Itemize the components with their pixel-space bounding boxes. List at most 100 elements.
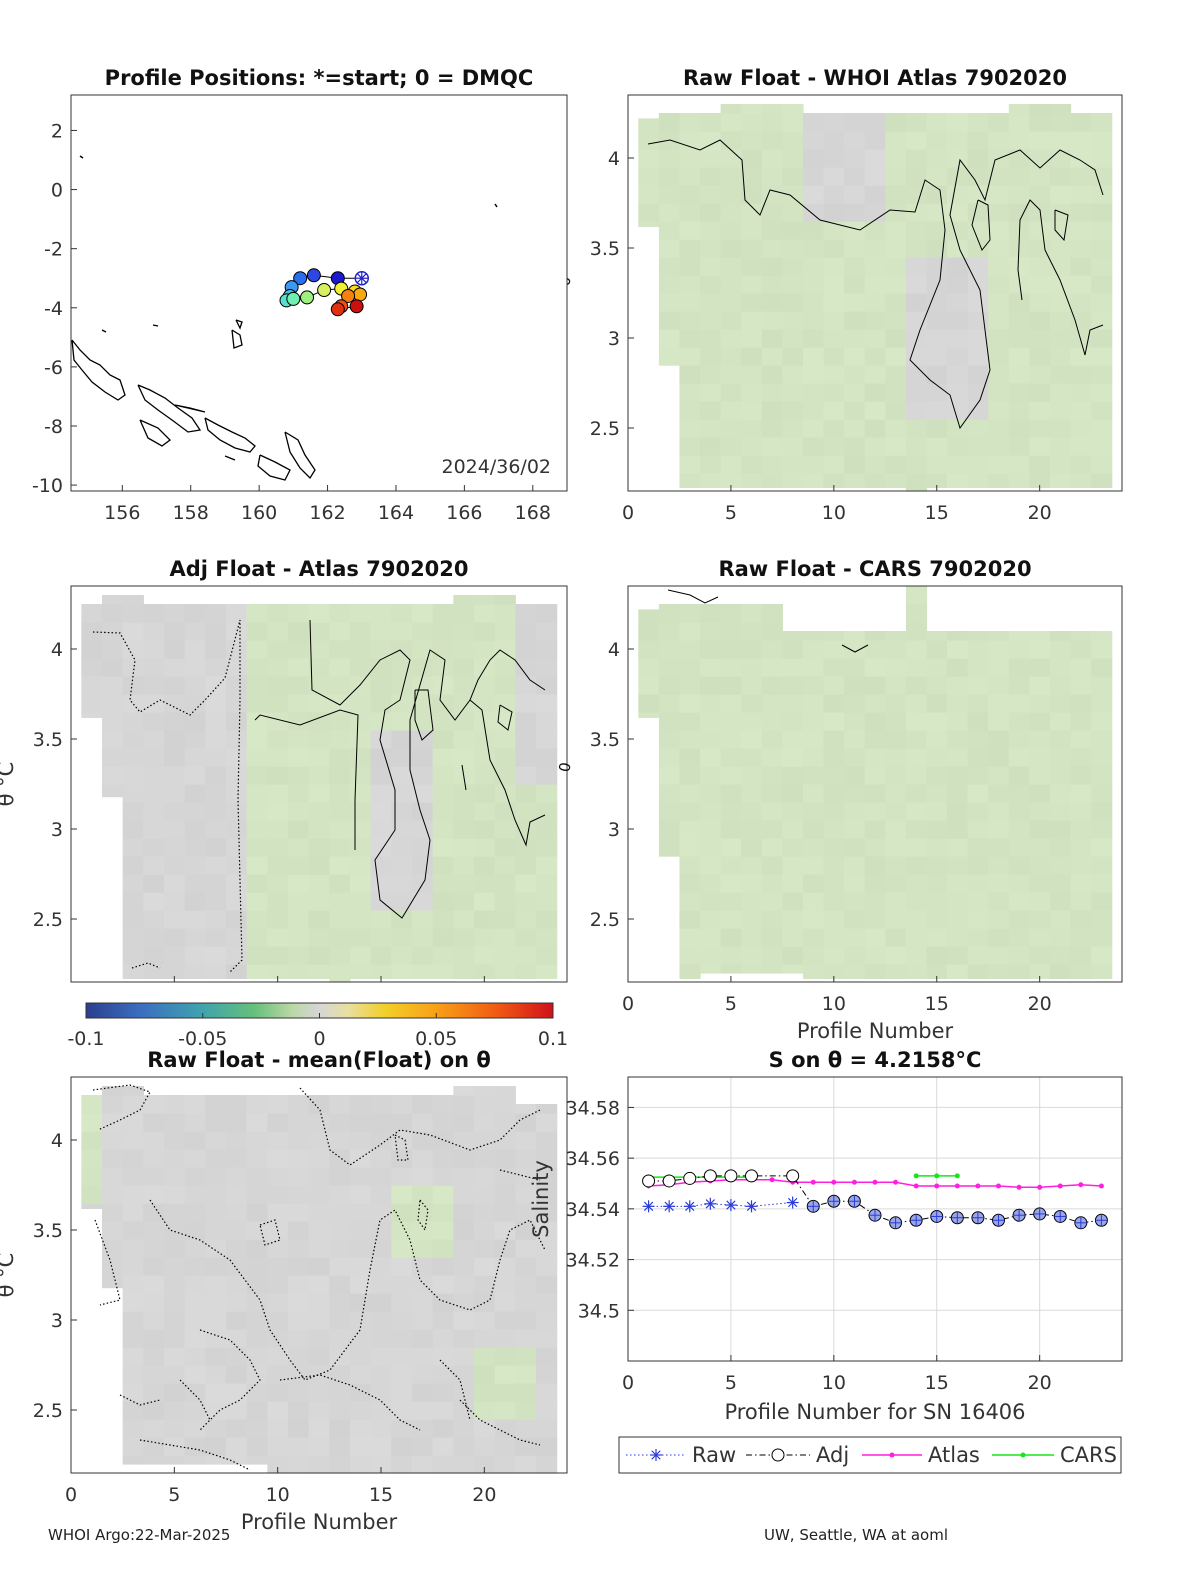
data-cell: [782, 928, 804, 947]
data-cell: [308, 946, 330, 965]
data-cell: [823, 149, 845, 168]
data-cell: [391, 1275, 413, 1294]
data-cell: [536, 730, 558, 749]
data-cell: [122, 595, 144, 605]
data-cell: [453, 874, 475, 893]
data-cell: [658, 640, 681, 659]
data-cell: [226, 964, 248, 979]
data-cell: [370, 1239, 392, 1258]
data-cell: [288, 1185, 310, 1204]
data-cell: [947, 401, 969, 420]
data-cell: [802, 766, 825, 785]
data-cell: [679, 928, 701, 947]
data-cell: [391, 1347, 413, 1366]
data-cell: [536, 640, 558, 659]
data-cell: [720, 658, 742, 677]
data-cell: [288, 1167, 310, 1186]
data-cell: [658, 293, 681, 312]
data-cell: [1049, 185, 1072, 204]
data-cell: [453, 1257, 475, 1276]
data-cell: [515, 1419, 537, 1438]
data-cell: [350, 838, 372, 857]
data-cell: [536, 1437, 558, 1456]
data-cell: [267, 1275, 289, 1294]
data-cell: [679, 347, 701, 366]
data-cell: [1008, 694, 1030, 713]
raw-point: [787, 1197, 798, 1208]
data-cell: [164, 1383, 186, 1402]
data-cell: [102, 784, 124, 798]
data-cell: [761, 838, 783, 857]
data-cell: [102, 1257, 124, 1276]
data-cell: [1070, 910, 1092, 929]
data-cell: [536, 1275, 558, 1294]
data-cell: [823, 820, 845, 839]
x-tick-label: 10: [266, 1484, 290, 1506]
data-cell: [370, 1329, 392, 1348]
data-cell: [741, 473, 763, 488]
data-cell: [494, 676, 516, 695]
data-cell: [1091, 892, 1113, 911]
data-cell: [741, 383, 763, 402]
data-cell: [844, 167, 866, 186]
data-cell: [329, 1185, 351, 1204]
adj-atlas-title: Adj Float - Atlas 7902020: [169, 557, 468, 581]
data-cell: [226, 1401, 248, 1420]
data-cell: [494, 820, 516, 839]
data-cell: [246, 622, 268, 641]
data-cell: [391, 892, 413, 911]
data-cell: [494, 1203, 516, 1222]
data-cell: [926, 149, 948, 168]
data-cell: [782, 640, 804, 659]
data-cell: [885, 239, 907, 258]
data-cell: [267, 622, 289, 641]
data-cell: [761, 820, 783, 839]
data-cell: [885, 910, 907, 929]
data-cell: [494, 640, 516, 659]
data-cell: [453, 1113, 475, 1132]
data-cell: [988, 856, 1010, 875]
data-cell: [515, 1221, 537, 1240]
data-cell: [1070, 419, 1092, 438]
data-cell: [823, 766, 845, 785]
data-cell: [947, 257, 969, 276]
data-cell: [536, 1185, 558, 1204]
data-cell: [679, 838, 701, 857]
data-cell: [947, 383, 969, 402]
data-cell: [164, 1239, 186, 1258]
data-cell: [143, 712, 165, 731]
data-cell: [967, 329, 989, 348]
data-cell: [1070, 293, 1092, 312]
data-cell: [226, 892, 248, 911]
coastline: [139, 419, 171, 447]
data-cell: [329, 658, 351, 677]
data-cell: [1008, 275, 1030, 294]
data-cell: [494, 1086, 516, 1096]
data-cell: [967, 676, 989, 695]
data-cell: [81, 1131, 103, 1150]
data-cell: [823, 473, 845, 488]
data-cell: [453, 892, 475, 911]
data-cell: [844, 874, 866, 893]
data-cell: [926, 856, 948, 875]
data-cell: [1049, 856, 1072, 875]
data-cell: [741, 239, 763, 258]
atlas-point: [769, 1177, 775, 1183]
data-cell: [370, 1365, 392, 1384]
data-cell: [308, 856, 330, 875]
data-cell: [741, 365, 763, 384]
data-cell: [782, 347, 804, 366]
adj-atlas-frame: [70, 585, 568, 983]
data-cell: [885, 631, 907, 641]
data-cell: [350, 1437, 372, 1456]
data-cell: [370, 676, 392, 695]
data-cell: [412, 820, 434, 839]
data-cell: [246, 1167, 268, 1186]
series-adj-line: [648, 1175, 1102, 1224]
data-cell: [802, 640, 825, 659]
data-cell: [515, 1401, 537, 1420]
data-cell: [1070, 658, 1092, 677]
data-cell: [1070, 712, 1092, 731]
data-cell: [1049, 473, 1072, 488]
data-cell: [81, 712, 103, 718]
